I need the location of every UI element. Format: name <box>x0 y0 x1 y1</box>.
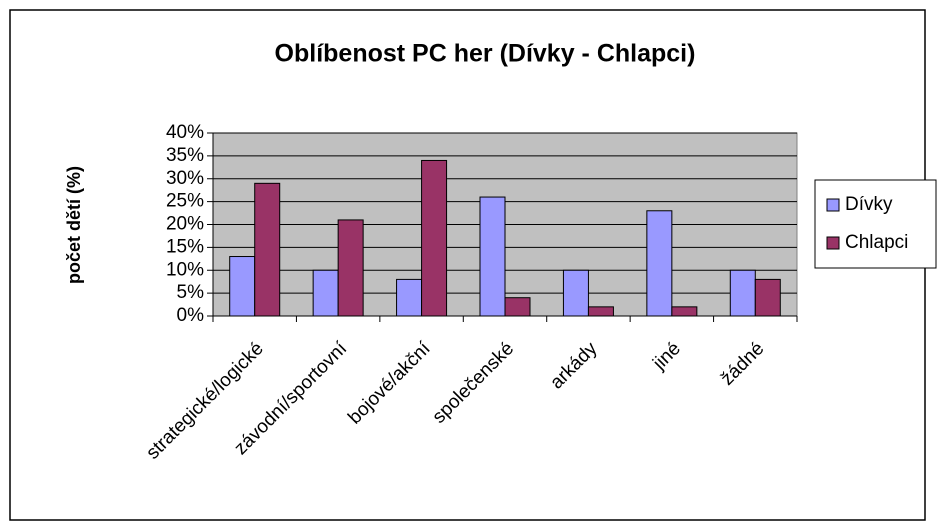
bar <box>337 219 364 317</box>
bar <box>229 256 256 317</box>
bar <box>312 269 339 317</box>
bar <box>754 278 781 317</box>
legend-swatch <box>826 236 840 250</box>
bar <box>562 269 589 317</box>
legend-swatch <box>826 198 840 212</box>
bar <box>646 210 673 317</box>
y-tick-label: 20% <box>166 214 204 235</box>
bar <box>587 306 614 317</box>
y-tick-label: 40% <box>166 122 204 143</box>
bar <box>504 297 531 317</box>
bar <box>479 196 506 317</box>
y-tick-label: 5% <box>177 282 205 303</box>
bar <box>671 306 698 317</box>
y-tick-label: 25% <box>166 191 204 212</box>
bar <box>421 159 448 317</box>
bar <box>254 182 281 317</box>
y-tick-label: 0% <box>177 305 205 326</box>
bar <box>396 278 423 317</box>
y-tick-label: 10% <box>166 259 204 280</box>
bar <box>729 269 756 317</box>
y-tick-label: 35% <box>166 145 204 166</box>
legend-label: Chlapci <box>845 232 908 253</box>
legend <box>814 179 937 269</box>
chart-title: Oblíbenost PC her (Dívky - Chlapci) <box>275 40 696 68</box>
y-tick-label: 30% <box>166 168 204 189</box>
y-axis-label: počet dětí (%) <box>64 166 84 284</box>
legend-label: Dívky <box>845 194 893 215</box>
y-tick-label: 15% <box>166 236 204 257</box>
